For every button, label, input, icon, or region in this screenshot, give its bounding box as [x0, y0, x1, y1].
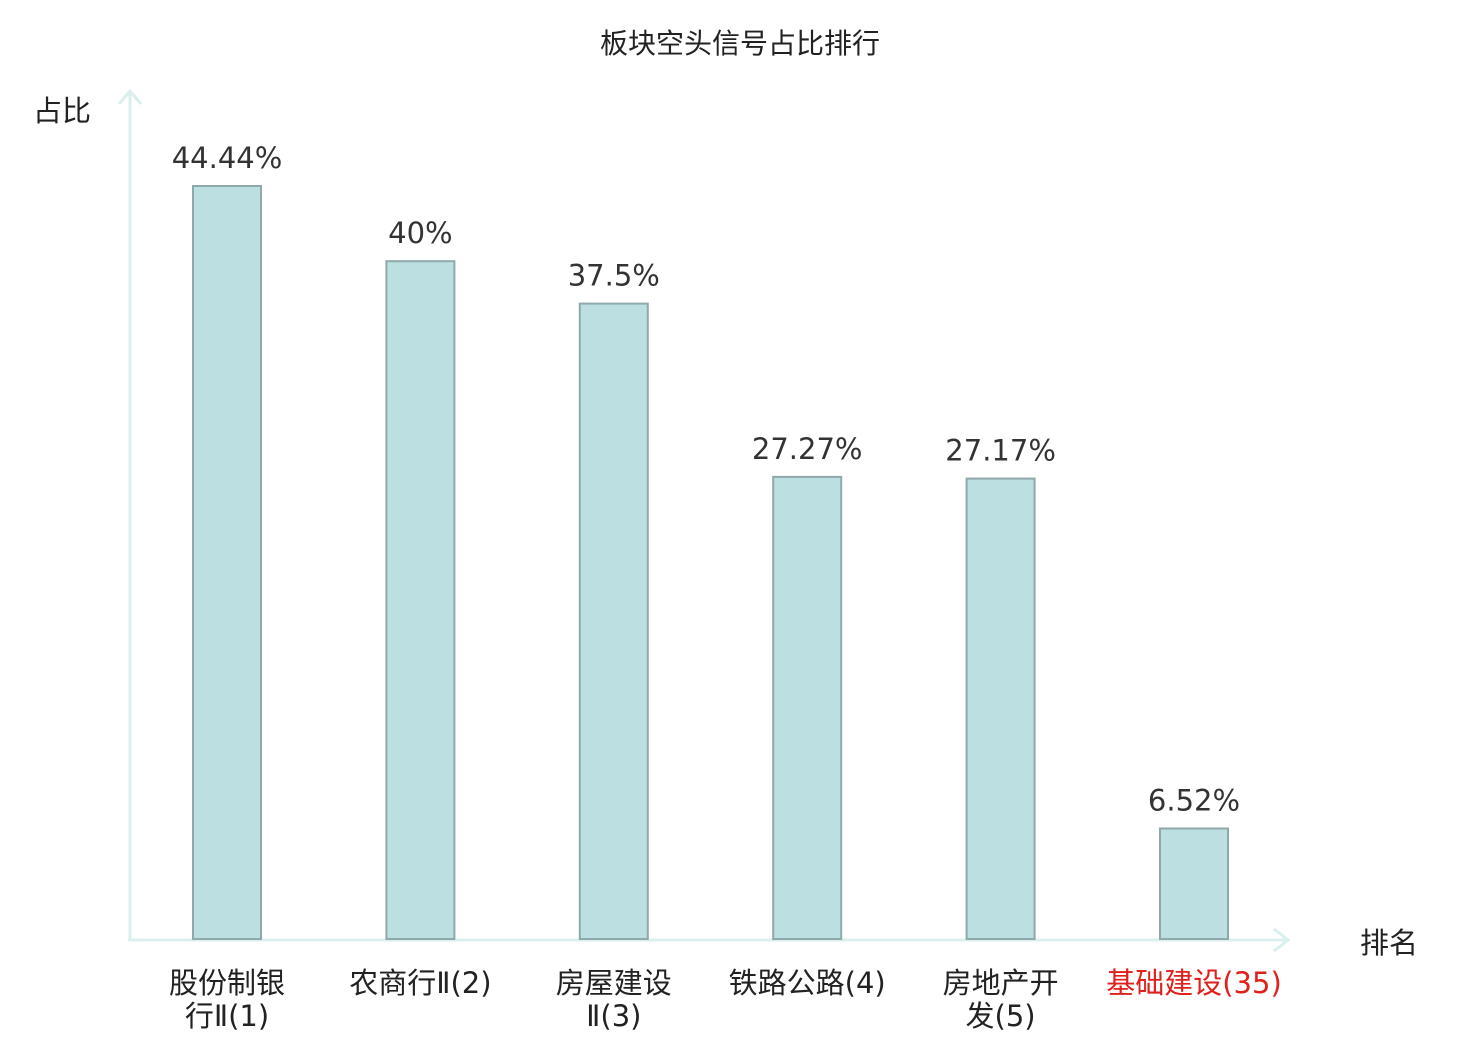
x-tick-label-line: 农商行Ⅱ(2) — [349, 966, 491, 1000]
y-axis-arrow-icon — [117, 88, 143, 105]
bars — [192, 185, 1229, 941]
x-tick-label: 农商行Ⅱ(2) — [349, 966, 491, 1000]
chart-title: 板块空头信号占比排行 — [600, 27, 880, 60]
bar — [772, 475, 843, 940]
category-labels: 股份制银行Ⅱ(1) 农商行Ⅱ(2) 房屋建设 Ⅱ(3) 铁路公路(4) 房地产开发(5) 基… — [169, 966, 1282, 1033]
bar — [965, 477, 1036, 940]
x-axis-label: 排名 — [1360, 926, 1418, 960]
x-axis-arrow-icon — [1273, 927, 1291, 953]
bar-value-label: 6.52% — [1148, 784, 1240, 818]
x-tick-label-line: 房地产开 — [943, 966, 1059, 1000]
x-tick-label: 房屋建设 Ⅱ(3) — [556, 966, 672, 1033]
value-labels: 44.44% 40% 37.5% 27.27% 27.17% 6.52% — [172, 141, 1240, 818]
x-tick-label-line: 发(5) — [966, 999, 1036, 1033]
bar — [1159, 827, 1229, 940]
x-tick-label: 铁路公路(4) — [729, 966, 886, 1000]
x-tick-label-line: 房屋建设 — [556, 966, 672, 1000]
x-tick-label-line: 股份制银 — [169, 966, 285, 1000]
bar — [385, 260, 456, 940]
bar — [578, 302, 649, 941]
bar — [192, 185, 262, 940]
bar-value-label: 27.17% — [945, 434, 1056, 468]
x-tick-label: 房地产开发(5) — [943, 966, 1059, 1033]
x-tick-label-line: Ⅱ(3) — [586, 999, 641, 1033]
x-tick-label: 基础建设(35) — [1106, 966, 1282, 1000]
x-tick-label: 股份制银行Ⅱ(1) — [169, 966, 285, 1033]
x-tick-label-line: 行Ⅱ(1) — [185, 999, 269, 1033]
bar-value-label: 37.5% — [568, 259, 660, 293]
x-tick-label-line: 基础建设(35) — [1106, 966, 1282, 1000]
x-tick-label-line: 铁路公路(4) — [729, 966, 886, 1000]
bar-value-label: 27.27% — [752, 432, 863, 466]
bar-value-label: 40% — [388, 216, 452, 250]
bar-value-label: 44.44% — [172, 141, 283, 175]
y-axis-label: 占比 — [33, 94, 91, 128]
axes — [117, 88, 1291, 953]
